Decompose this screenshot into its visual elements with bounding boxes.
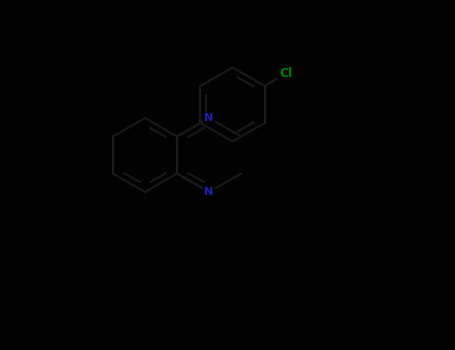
- Text: N: N: [204, 113, 214, 123]
- Text: Cl: Cl: [280, 67, 293, 80]
- Text: N: N: [204, 187, 214, 197]
